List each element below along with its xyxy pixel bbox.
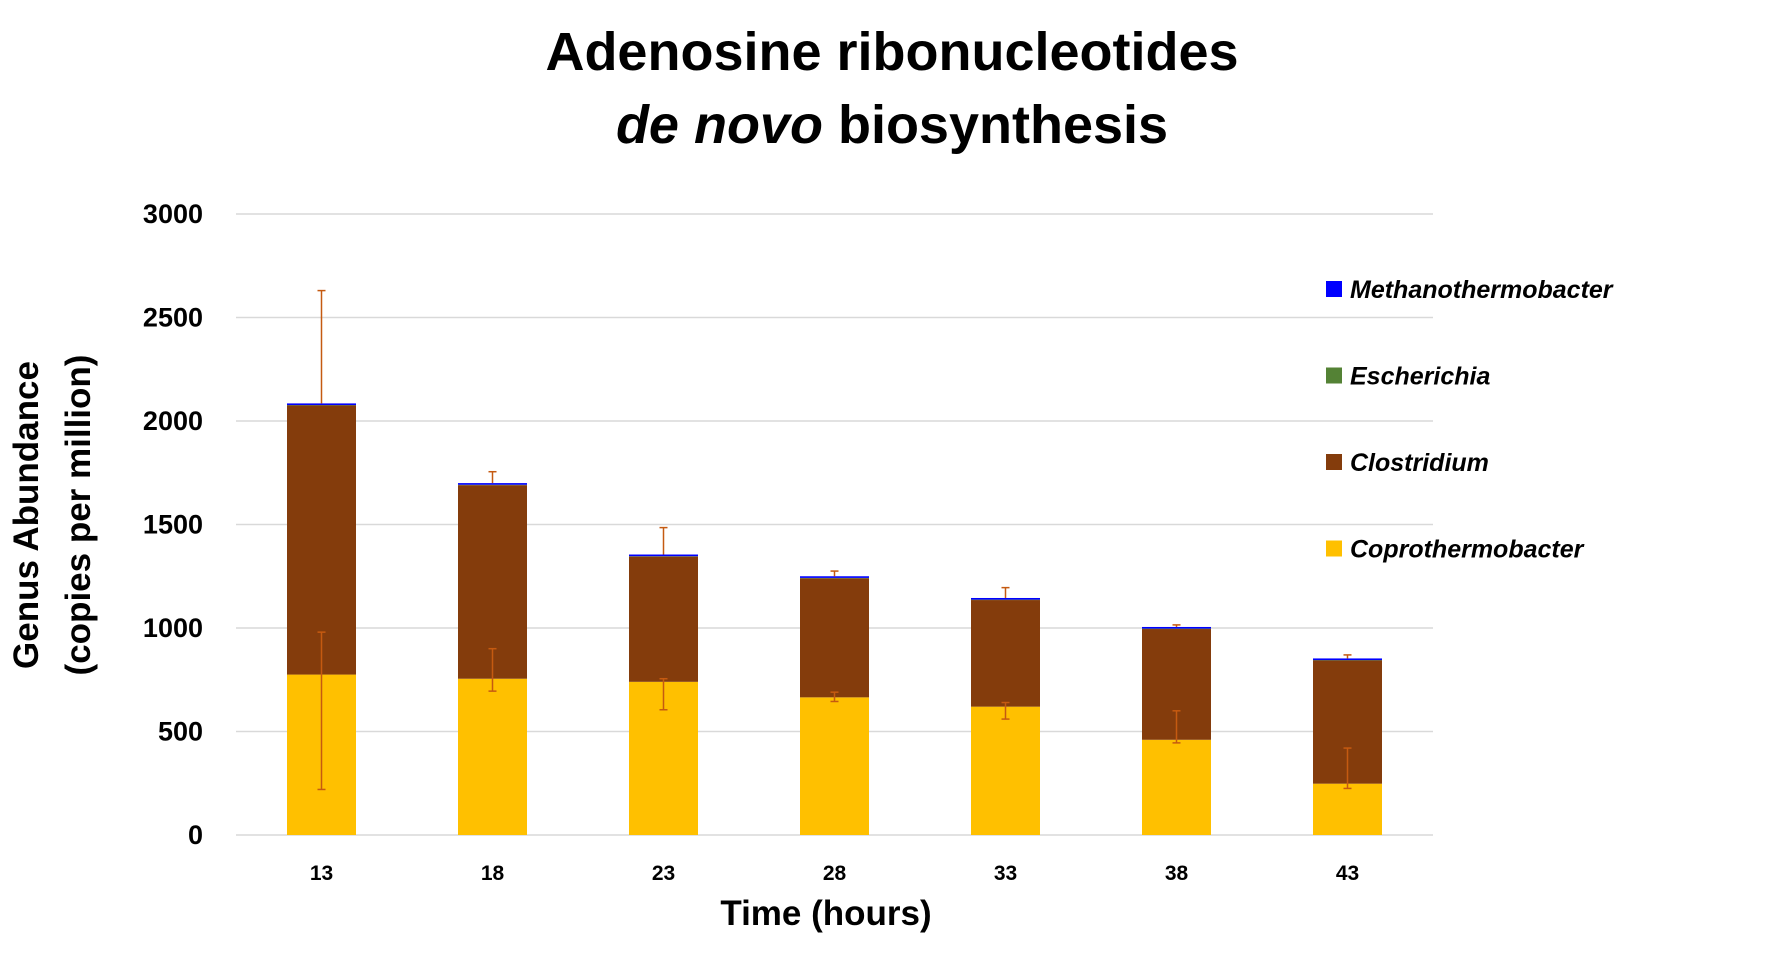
bar-segment [800,697,869,835]
legend-label: Clostridium [1350,449,1489,477]
x-tick-label: 13 [310,862,333,885]
bar-segment [1313,783,1382,835]
y-tick-label: 1000 [143,613,203,643]
x-tick-label: 28 [823,862,847,885]
bar-segment [287,405,356,675]
y-axis-ticks: 0 500 1000 1500 2000 2500 3000 [143,199,203,850]
y-tick-label: 1500 [143,510,203,540]
y-axis-label: Genus Abundance (copies per million) [7,355,98,676]
error-bars [317,289,1352,791]
bar-segment [287,403,356,406]
bar-segment [629,554,698,557]
y-tick-label: 2000 [143,406,203,436]
legend-label: Coprothermobacter [1350,536,1585,564]
chart-title-rest: biosynthesis [823,95,1168,155]
bar-segment [1313,658,1382,661]
bars [287,403,1382,835]
bar-segment [800,576,869,578]
y-axis-label-line-2: (copies per million) [59,355,98,676]
x-tick-label: 23 [652,862,675,885]
legend-label: Escherichia [1350,363,1490,391]
x-tick-label: 43 [1336,862,1359,885]
y-tick-label: 500 [158,717,203,747]
x-tick-label: 38 [1165,862,1189,885]
chart-title-italic: de novo [616,95,823,155]
x-axis-ticks: 13 18 23 28 33 38 43 [310,862,1359,885]
bar-segment [458,678,527,835]
bar-segment [1142,626,1211,629]
bar-segment [800,578,869,698]
y-tick-label: 3000 [143,199,203,229]
legend-swatch [1326,367,1342,384]
y-tick-label: 2500 [143,303,203,333]
legend-swatch [1326,540,1342,557]
x-tick-label: 33 [994,862,1017,885]
bar-segment [1142,739,1211,835]
x-axis-label: Time (hours) [720,894,931,933]
legend-label: Methanothermobacter [1350,276,1614,304]
legend-swatch [1326,281,1342,297]
bar-segment [458,483,527,485]
bar-segment [971,600,1040,707]
legend: Methanothermobacter Escherichia Clostridiu… [1326,276,1614,564]
x-tick-label: 18 [481,862,505,885]
y-tick-label: 0 [188,820,203,850]
legend-swatch [1326,454,1342,470]
chart-title-line-1: Adenosine ribonucleotides [545,22,1238,82]
bar-segment [458,485,527,679]
bar-segment [629,556,698,682]
bar-segment [971,706,1040,835]
chart-title: Adenosine ribonucleotides de novo biosyn… [545,22,1238,155]
bar-segment [971,597,1040,600]
chart-title-line-2: de novo biosynthesis [616,95,1168,155]
y-axis-label-line-1: Genus Abundance [7,361,46,669]
